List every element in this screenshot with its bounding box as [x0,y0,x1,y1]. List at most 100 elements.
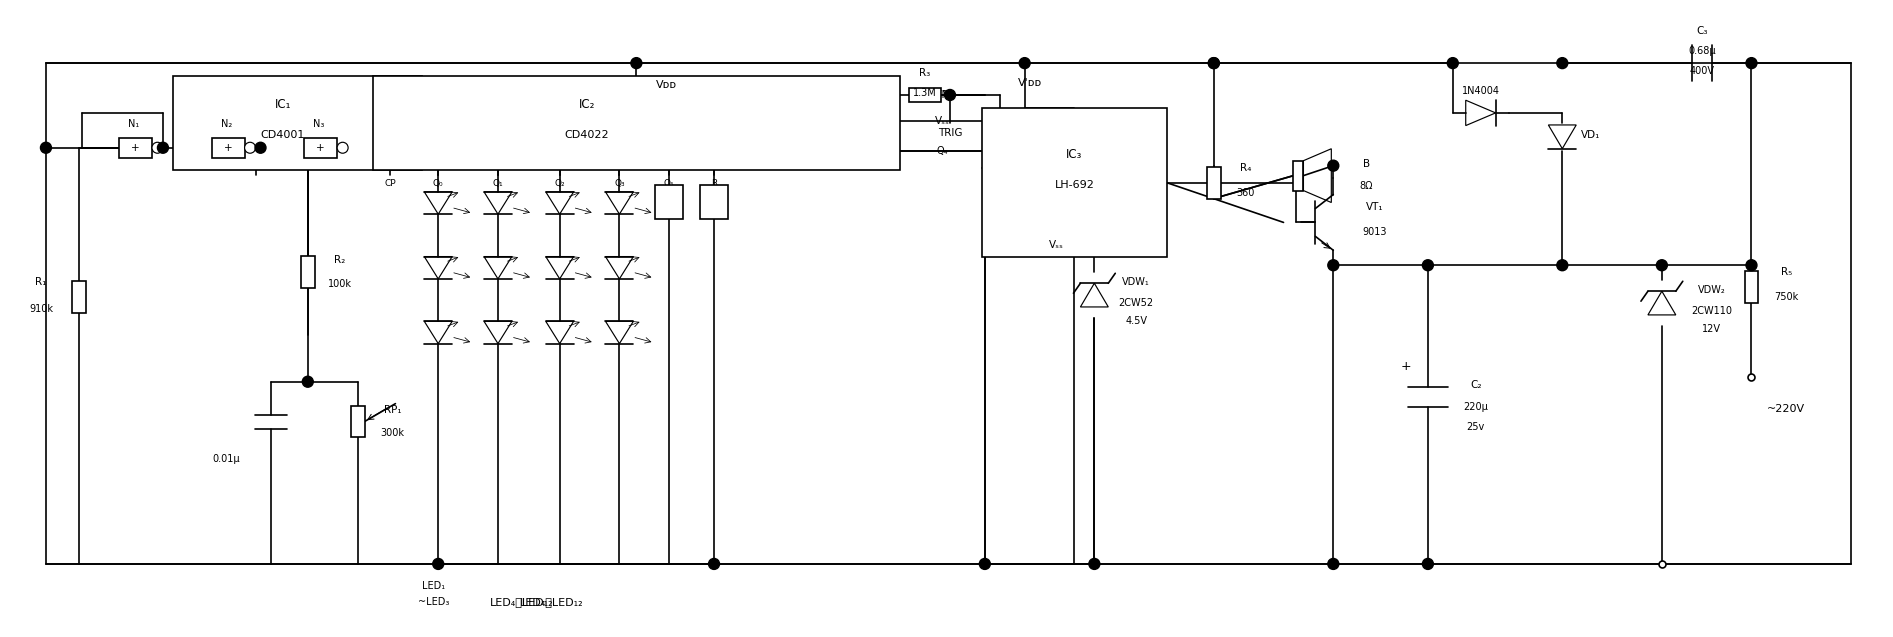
Text: R: R [712,178,717,187]
Bar [1208,167,1221,199]
Text: IC₂: IC₂ [579,99,594,111]
Text: 0.68μ: 0.68μ [1689,46,1715,56]
Text: B: B [1363,159,1371,169]
Text: 100k: 100k [327,279,352,289]
Text: 4.5V: 4.5V [1124,316,1147,326]
Text: +: + [316,143,326,153]
Bar [350,406,365,438]
Text: 2CW52: 2CW52 [1119,298,1153,308]
Text: Q₄: Q₄ [937,146,948,155]
Circle shape [945,90,956,101]
Text: IC₁: IC₁ [274,99,292,111]
Text: +: + [1401,361,1412,373]
Circle shape [1422,559,1433,569]
Circle shape [1208,57,1219,69]
Bar [982,108,1166,257]
Text: N₁: N₁ [129,119,140,129]
Circle shape [1745,57,1757,69]
Text: RP₁: RP₁ [384,404,401,415]
Text: ̅E̅N̅: ̅E̅N̅ [935,90,948,100]
Bar [305,138,337,158]
Text: 0.01μ: 0.01μ [212,454,240,464]
Circle shape [708,559,719,569]
Text: 360: 360 [1236,187,1255,197]
Circle shape [1327,160,1338,171]
Circle shape [1018,57,1030,69]
Text: VDW₂: VDW₂ [1698,285,1726,295]
Text: VDW₁: VDW₁ [1123,277,1151,287]
Circle shape [1656,260,1668,271]
Bar [212,138,244,158]
Text: 12V: 12V [1702,324,1721,334]
Text: C₂: C₂ [1471,380,1482,390]
Circle shape [1745,260,1757,271]
Circle shape [979,559,990,569]
Text: 750k: 750k [1774,292,1798,302]
Text: Q₅: Q₅ [664,178,674,187]
Bar [655,185,683,219]
Text: R₂: R₂ [333,255,345,265]
Text: 9013: 9013 [1363,227,1388,238]
Circle shape [1556,260,1567,271]
Circle shape [630,57,642,69]
Circle shape [1088,559,1100,569]
Text: LED₄～LED₁₂: LED₄～LED₁₂ [490,597,553,607]
Circle shape [1422,260,1433,271]
Text: N₃: N₃ [312,119,324,129]
Circle shape [1556,57,1567,69]
Text: Vₛₛ: Vₛₛ [1049,240,1064,250]
Circle shape [337,142,348,154]
Circle shape [1327,260,1338,271]
Text: CD4022: CD4022 [564,130,610,140]
Text: R₁: R₁ [36,277,47,287]
Text: Q₀: Q₀ [433,178,443,187]
Text: 8Ω: 8Ω [1359,180,1372,190]
Circle shape [244,142,256,154]
Text: 25v: 25v [1467,422,1484,431]
Text: 220μ: 220μ [1463,401,1488,412]
Text: TRIG: TRIG [937,128,962,138]
Text: +: + [223,143,233,153]
Text: VD₁: VD₁ [1581,130,1600,140]
Circle shape [157,142,168,154]
Text: Q₃: Q₃ [613,178,625,187]
Circle shape [1208,57,1219,69]
Bar [373,76,901,170]
Text: LED₄～LED₁₂: LED₄～LED₁₂ [521,597,583,607]
Text: VT₁: VT₁ [1367,203,1384,213]
Circle shape [433,559,443,569]
Circle shape [1448,57,1458,69]
Text: Q₁: Q₁ [492,178,504,187]
Text: R₄: R₄ [1240,162,1251,173]
Bar [301,256,314,288]
Text: LH-692: LH-692 [1054,180,1094,190]
Text: V'ᴅᴅ: V'ᴅᴅ [1018,78,1041,88]
Bar [1293,161,1304,190]
Text: 2CW110: 2CW110 [1690,306,1732,316]
Circle shape [256,142,267,154]
Text: 1N4004: 1N4004 [1461,86,1499,96]
Text: C₃: C₃ [1696,26,1707,36]
Text: Vₛₛ: Vₛₛ [935,116,950,126]
Bar [909,88,941,102]
Bar [174,76,422,170]
Circle shape [303,376,312,387]
Text: Vᴅᴅ: Vᴅᴅ [655,80,678,90]
Text: LED₁: LED₁ [422,581,445,591]
Text: 400V: 400V [1689,66,1715,76]
Text: ~220V: ~220V [1768,404,1806,413]
Text: CD4001: CD4001 [261,130,305,140]
Bar [72,281,85,313]
Circle shape [1327,559,1338,569]
Text: +: + [131,143,140,153]
Text: R₃: R₃ [920,68,931,78]
Text: 300k: 300k [380,429,405,438]
Text: Q₂: Q₂ [555,178,564,187]
Circle shape [40,142,51,154]
Bar [1745,271,1759,303]
Text: ~LED₃: ~LED₃ [418,597,449,607]
Text: CP: CP [384,178,396,187]
Text: N₂: N₂ [220,119,231,129]
Bar [700,185,729,219]
Bar [119,138,151,158]
